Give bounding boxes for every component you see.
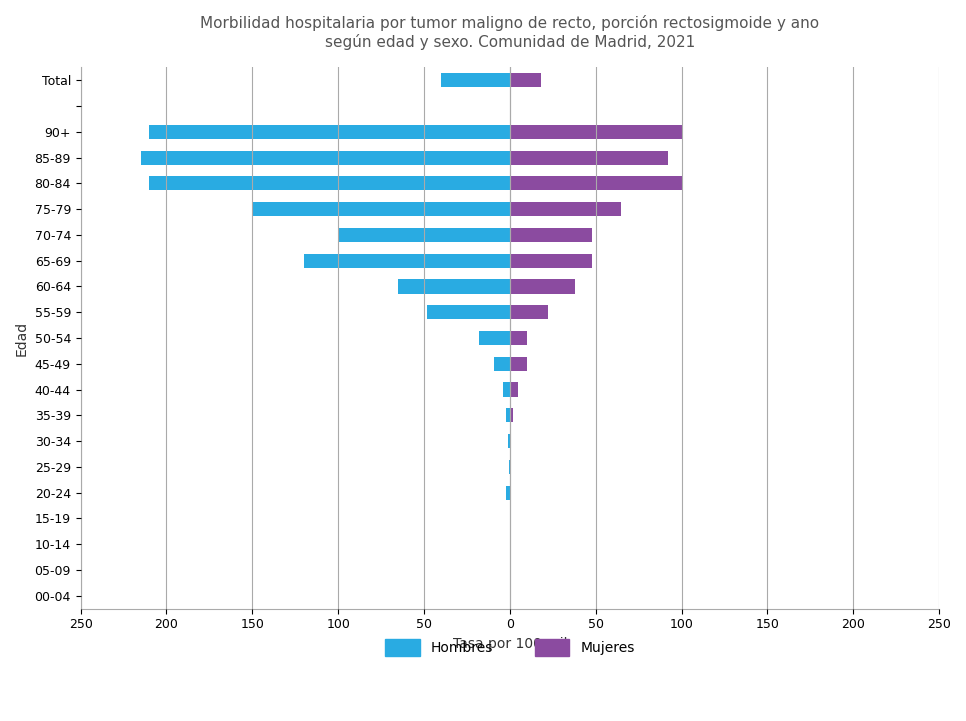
Bar [510,125,682,139]
Bar [508,434,510,448]
Bar [510,202,621,216]
Legend: Hombres, Mujeres: Hombres, Mujeres [380,633,640,661]
Bar [495,357,510,371]
Bar [510,254,592,267]
X-axis label: Tasa por 100 mil: Tasa por 100 mil [453,637,567,651]
Bar [510,151,668,164]
Bar [510,177,682,190]
Bar [252,202,510,216]
Bar [510,331,527,345]
Bar [427,305,510,319]
Bar [503,382,510,397]
Bar [141,151,510,164]
Bar [150,177,510,190]
Y-axis label: Edad: Edad [15,320,29,355]
Title: Morbilidad hospitalaria por tumor maligno de recto, porción rectosigmoide y ano
: Morbilidad hospitalaria por tumor malign… [200,15,819,50]
Bar [510,228,592,242]
Bar [510,74,541,87]
Bar [506,408,510,423]
Bar [441,74,510,87]
Bar [510,382,519,397]
Bar [150,125,510,139]
Bar [506,485,510,500]
Bar [510,408,513,423]
Bar [510,357,527,371]
Bar [304,254,510,267]
Bar [479,331,510,345]
Bar [510,280,575,293]
Bar [510,305,548,319]
Bar [338,228,510,242]
Bar [510,434,511,448]
Bar [398,280,510,293]
